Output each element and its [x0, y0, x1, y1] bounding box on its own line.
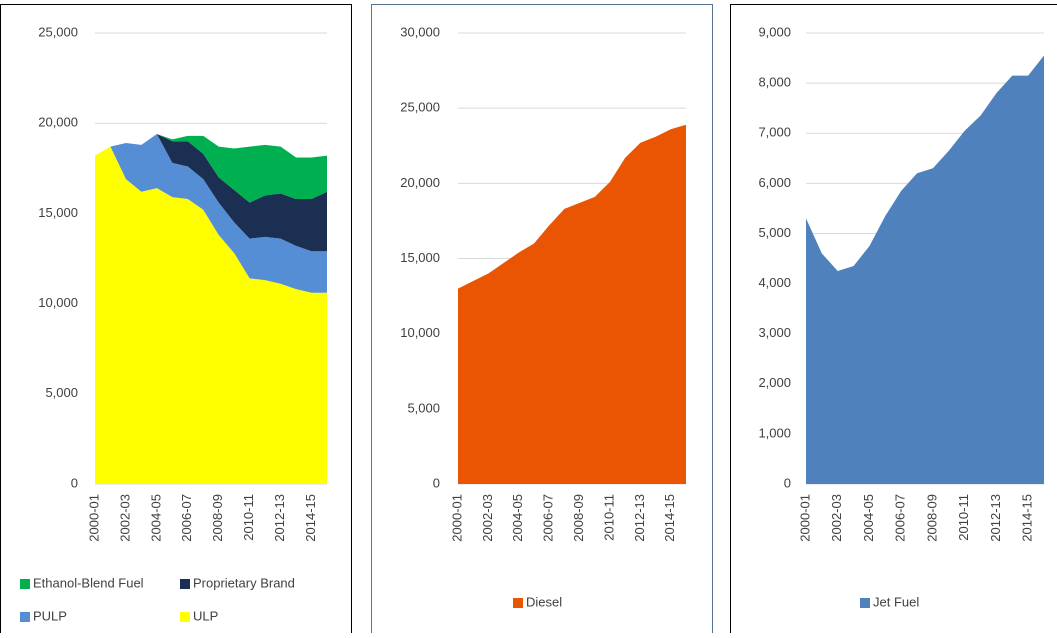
- x-tick-label: 2014-15: [303, 494, 318, 542]
- y-tick-label: 25,000: [400, 100, 440, 115]
- legend-swatch: [513, 598, 523, 608]
- x-tick-label: 2010-11: [601, 494, 616, 541]
- x-tick-label: 2012-13: [272, 494, 287, 542]
- x-tick-label: 2004-05: [510, 494, 525, 542]
- x-tick-label: 2006-07: [179, 494, 194, 542]
- y-tick-label: 4,000: [758, 275, 791, 290]
- x-tick-label: 2012-13: [988, 494, 1003, 542]
- legend-label: ULP: [193, 608, 218, 623]
- legend-label: Jet Fuel: [873, 594, 919, 609]
- y-tick-label: 8,000: [758, 75, 791, 90]
- y-tick-label: 3,000: [758, 325, 791, 340]
- y-tick-label: 1,000: [758, 425, 791, 440]
- y-tick-label: 5,000: [758, 225, 791, 240]
- x-tick-label: 2000-01: [449, 494, 464, 542]
- legend-label: PULP: [33, 608, 67, 623]
- y-tick-label: 9,000: [758, 24, 791, 39]
- x-tick-label: 2006-07: [541, 494, 556, 542]
- x-tick-label: 2000-01: [86, 494, 101, 542]
- x-tick-label: 2010-11: [241, 494, 256, 541]
- y-tick-label: 0: [71, 475, 78, 490]
- y-tick-label: 0: [784, 475, 791, 490]
- x-tick-label: 2004-05: [148, 494, 163, 542]
- x-tick-label: 2004-05: [861, 494, 876, 542]
- x-tick-label: 2008-09: [571, 494, 586, 542]
- y-tick-label: 10,000: [400, 325, 440, 340]
- x-tick-label: 2008-09: [210, 494, 225, 542]
- x-tick-label: 2014-15: [662, 494, 677, 542]
- legend-label: Ethanol-Blend Fuel: [33, 575, 144, 590]
- x-tick-label: 2014-15: [1020, 494, 1035, 542]
- y-tick-label: 7,000: [758, 125, 791, 140]
- x-tick-label: 2006-07: [893, 494, 908, 542]
- area: [458, 125, 686, 484]
- y-tick-label: 15,000: [38, 205, 78, 220]
- x-tick-label: 2002-03: [480, 494, 495, 542]
- x-tick-label: 2002-03: [829, 494, 844, 542]
- legend-label: Proprietary Brand: [193, 575, 295, 590]
- y-tick-label: 15,000: [400, 250, 440, 265]
- y-tick-label: 25,000: [38, 24, 78, 39]
- legend-swatch: [180, 579, 190, 589]
- y-tick-label: 0: [433, 475, 440, 490]
- x-tick-label: 2012-13: [632, 494, 647, 542]
- y-tick-label: 6,000: [758, 175, 791, 190]
- legend-swatch: [20, 579, 30, 589]
- x-tick-label: 2010-11: [956, 494, 971, 541]
- y-tick-label: 10,000: [38, 295, 78, 310]
- x-tick-label: 2002-03: [117, 494, 132, 542]
- x-tick-label: 2008-09: [924, 494, 939, 542]
- y-tick-label: 20,000: [38, 115, 78, 130]
- y-tick-label: 30,000: [400, 24, 440, 39]
- legend-swatch: [860, 598, 870, 608]
- y-tick-label: 5,000: [45, 385, 78, 400]
- y-tick-label: 20,000: [400, 175, 440, 190]
- y-tick-label: 5,000: [407, 400, 440, 415]
- legend-swatch: [20, 612, 30, 622]
- x-tick-label: 2000-01: [797, 494, 812, 542]
- y-tick-label: 2,000: [758, 375, 791, 390]
- area: [806, 56, 1044, 484]
- legend-swatch: [180, 612, 190, 622]
- legend-label: Diesel: [526, 594, 562, 609]
